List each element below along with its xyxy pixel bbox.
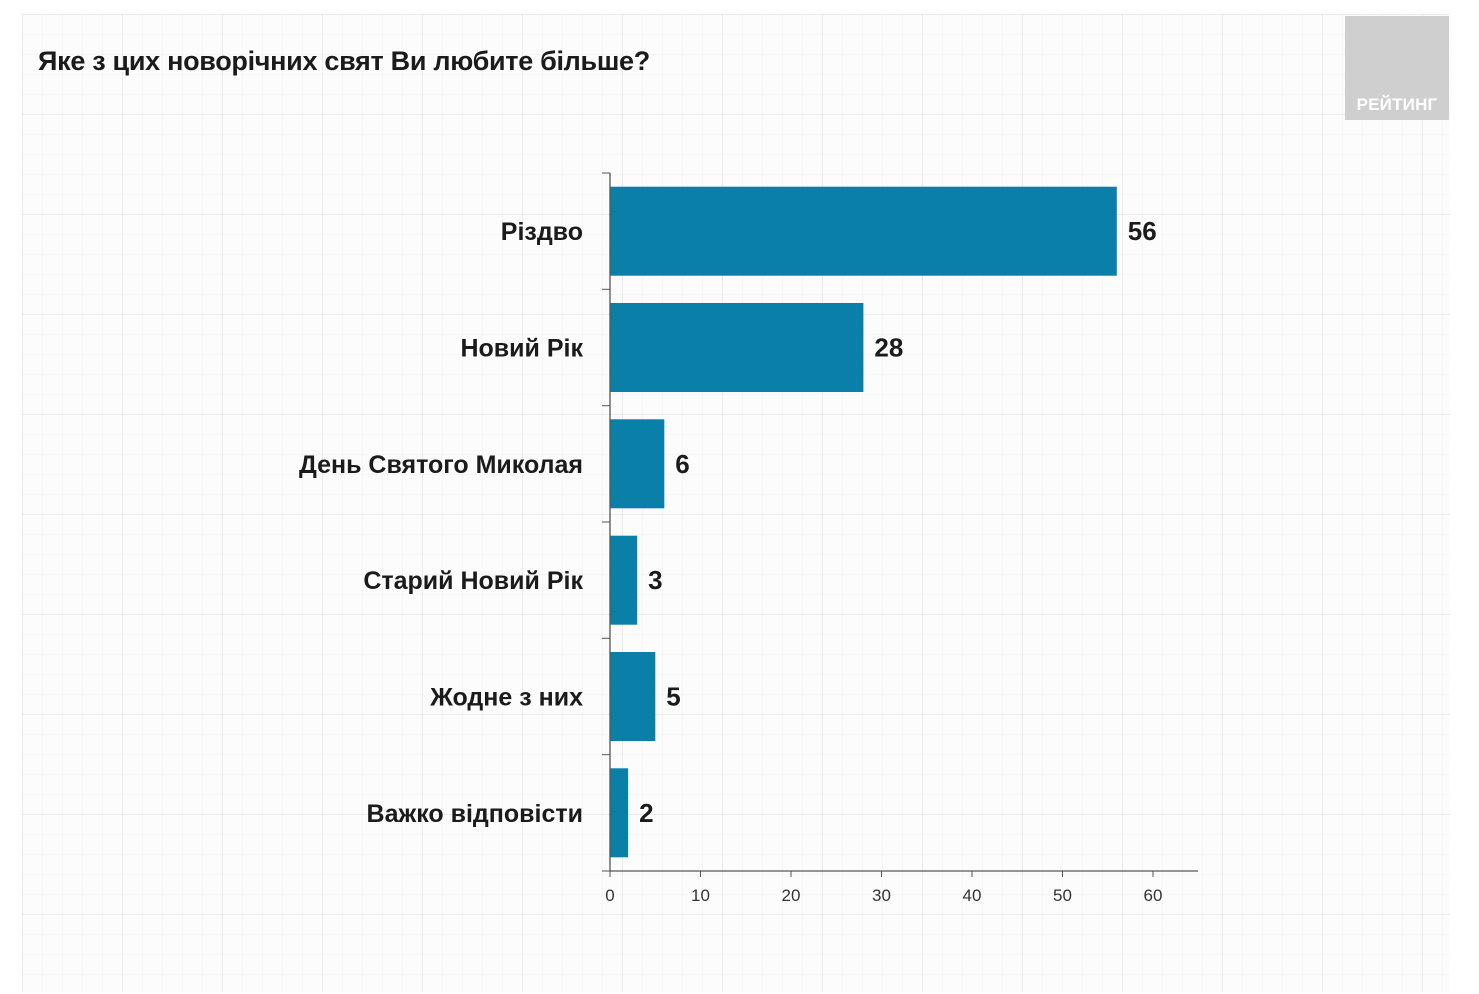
value-label: 6 bbox=[675, 449, 689, 479]
value-label: 5 bbox=[666, 682, 680, 712]
category-label: Новий Рік bbox=[460, 335, 583, 363]
x-tick-label: 60 bbox=[1144, 886, 1163, 905]
bar-4 bbox=[610, 535, 638, 625]
x-tick-label: 30 bbox=[872, 886, 891, 905]
background-grid bbox=[22, 14, 1450, 992]
rating-logo: РЕЙТИНГ bbox=[1345, 16, 1449, 120]
value-label: 56 bbox=[1128, 216, 1157, 246]
logo-text: РЕЙТИНГ bbox=[1356, 95, 1438, 114]
x-tick-label: 40 bbox=[963, 886, 982, 905]
bar-1 bbox=[610, 186, 1117, 276]
axes-group bbox=[602, 172, 1198, 877]
x-tick-label: 50 bbox=[1053, 886, 1072, 905]
x-tick-label: 0 bbox=[605, 886, 614, 905]
bar-5 bbox=[610, 652, 656, 741]
x-tick-label: 20 bbox=[782, 886, 801, 905]
category-label: Жодне з них bbox=[429, 684, 583, 712]
value-label: 2 bbox=[639, 798, 653, 828]
category-label: Старий Новий Рік bbox=[363, 567, 583, 595]
category-label: Різдво bbox=[501, 218, 583, 246]
bar-6 bbox=[610, 768, 629, 858]
value-label: 28 bbox=[874, 333, 903, 363]
chart-title: Яке з цих новорічних свят Ви любите біль… bbox=[38, 46, 650, 76]
value-label: 3 bbox=[648, 565, 662, 595]
bar-2 bbox=[610, 303, 864, 392]
category-label: Важко відповісти bbox=[367, 800, 583, 828]
bars-group bbox=[610, 186, 1117, 858]
bar-3 bbox=[610, 419, 665, 509]
category-label: День Святого Миколая bbox=[299, 451, 583, 479]
x-tick-label: 10 bbox=[691, 886, 710, 905]
